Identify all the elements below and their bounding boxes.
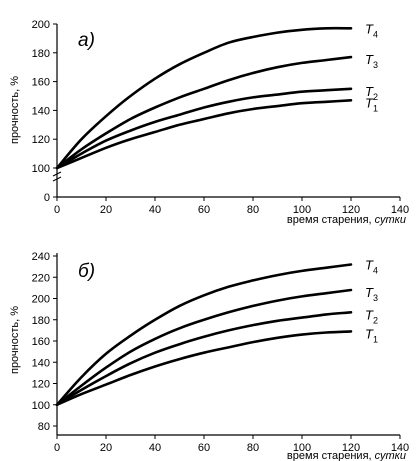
series-line-t2	[55, 311, 353, 407]
x-tick-label: 20	[100, 204, 112, 216]
y-tick-label: 180	[32, 48, 50, 60]
series-line-t1	[55, 99, 353, 170]
panel-label: а)	[78, 30, 95, 51]
x-tick-label: 0	[54, 442, 60, 454]
chart-panel-a: 0 20 40 60 80 100 120 140 0 100 120 140 160 180 200 про…	[9, 19, 409, 226]
series-line-t4	[55, 26, 353, 170]
x-tick-label: 140	[391, 442, 409, 454]
series-label-t4: T4	[365, 21, 378, 39]
x-tick-label: 60	[198, 204, 210, 216]
x-tick-label: 80	[247, 442, 259, 454]
y-tick-label: 200	[32, 19, 50, 31]
series-line-t3	[55, 55, 353, 170]
chart-panel-b: 0 20 40 60 80 100 120 140 80 100 120 140 160 180 200 22…	[9, 251, 409, 461]
series-label-t2: T2	[365, 307, 378, 325]
y-axis-break	[52, 171, 62, 177]
y-tick-label: 220	[32, 272, 50, 284]
y-axis-label: прочность, %	[9, 306, 21, 374]
series-label-t1: T1	[365, 326, 378, 344]
series-label-t1: T1	[365, 95, 378, 113]
series-line-t4	[55, 263, 353, 407]
y-tick-label: 100	[32, 163, 50, 175]
series-label-t3: T3	[365, 285, 378, 303]
x-tick-label: 40	[149, 442, 161, 454]
y-tick-label: 120	[32, 379, 50, 391]
series-line-t1	[55, 330, 353, 407]
y-tick-label: 100	[32, 400, 50, 412]
series-label-t4: T4	[365, 258, 378, 276]
x-axis-label: время старения, сутки	[287, 450, 406, 461]
panel-label: б)	[78, 261, 95, 282]
x-axis-label: время старения, сутки	[287, 214, 406, 226]
y-axis-break	[52, 176, 62, 182]
x-tick-label: 100	[293, 204, 311, 216]
x-tick-label: 120	[342, 442, 360, 454]
y-tick-label: 0	[44, 192, 50, 204]
x-tick-label: 20	[100, 442, 112, 454]
y-tick-label: 240	[32, 251, 50, 263]
x-tick-label: 0	[54, 204, 60, 216]
y-tick-label: 160	[32, 336, 50, 348]
series-line-t2	[55, 87, 353, 170]
x-tick-label: 80	[247, 204, 259, 216]
x-tick-label: 120	[342, 204, 360, 216]
series-line-t3	[55, 288, 353, 407]
x-tick-label: 100	[293, 442, 311, 454]
y-tick-label: 120	[32, 134, 50, 146]
series-label-t3: T3	[365, 52, 378, 70]
y-tick-label: 160	[32, 77, 50, 89]
series-label-t2: T2	[365, 84, 378, 102]
x-tick-label: 140	[391, 204, 409, 216]
y-tick-label: 180	[32, 315, 50, 327]
y-axis-label: прочность, %	[9, 76, 21, 144]
x-tick-label: 40	[149, 204, 161, 216]
y-tick-label: 140	[32, 105, 50, 117]
y-tick-label: 200	[32, 294, 50, 306]
x-tick-label: 60	[198, 442, 210, 454]
y-tick-label: 80	[38, 421, 50, 433]
y-tick-label: 140	[32, 357, 50, 369]
